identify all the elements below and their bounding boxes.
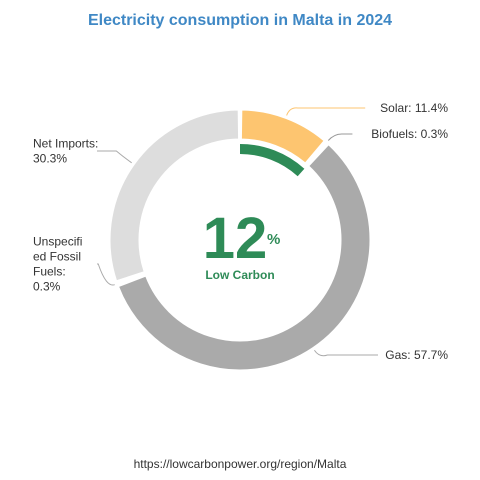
- slice-gas: [117, 144, 371, 371]
- leader-line-net-imports: [97, 150, 132, 164]
- leader-line-gas: [313, 349, 378, 357]
- low-carbon-share-arc: [240, 144, 305, 177]
- label-solar: Solar: 11.4%: [380, 101, 448, 115]
- center-value: 12: [203, 206, 268, 271]
- chart-title: Electricity consumption in Malta in 2024: [88, 12, 392, 29]
- low-carbon-arc: [240, 144, 305, 177]
- center-unit: %: [267, 231, 280, 248]
- slice-labels: Solar: 11.4% Biofuels: 0.3% Gas: 57.7% Unsp…: [33, 101, 448, 362]
- donut-slices: [109, 109, 371, 371]
- leader-line-unspecified-fossil-fuels: [97, 263, 115, 286]
- source-url: https://lowcarbonpower.org/region/Malta: [134, 457, 347, 471]
- slice-solar: [240, 109, 325, 164]
- leader-line-biofuels: [327, 133, 353, 141]
- label-gas: Gas: 57.7%: [385, 348, 448, 362]
- leader-line-solar: [286, 107, 366, 116]
- slice-unspecified-fossil-fuels: [116, 272, 146, 285]
- label-net-imports: Net Imports: 30.3%: [33, 137, 98, 166]
- center-label: Low Carbon: [205, 268, 274, 282]
- label-biofuels: Biofuels: 0.3%: [371, 127, 448, 141]
- slice-net-imports: [109, 109, 240, 282]
- label-unspecified-fossil-fuels: Unspecifi ed Fossil Fuels: 0.3%: [33, 235, 82, 294]
- slice-biofuels: [306, 141, 328, 166]
